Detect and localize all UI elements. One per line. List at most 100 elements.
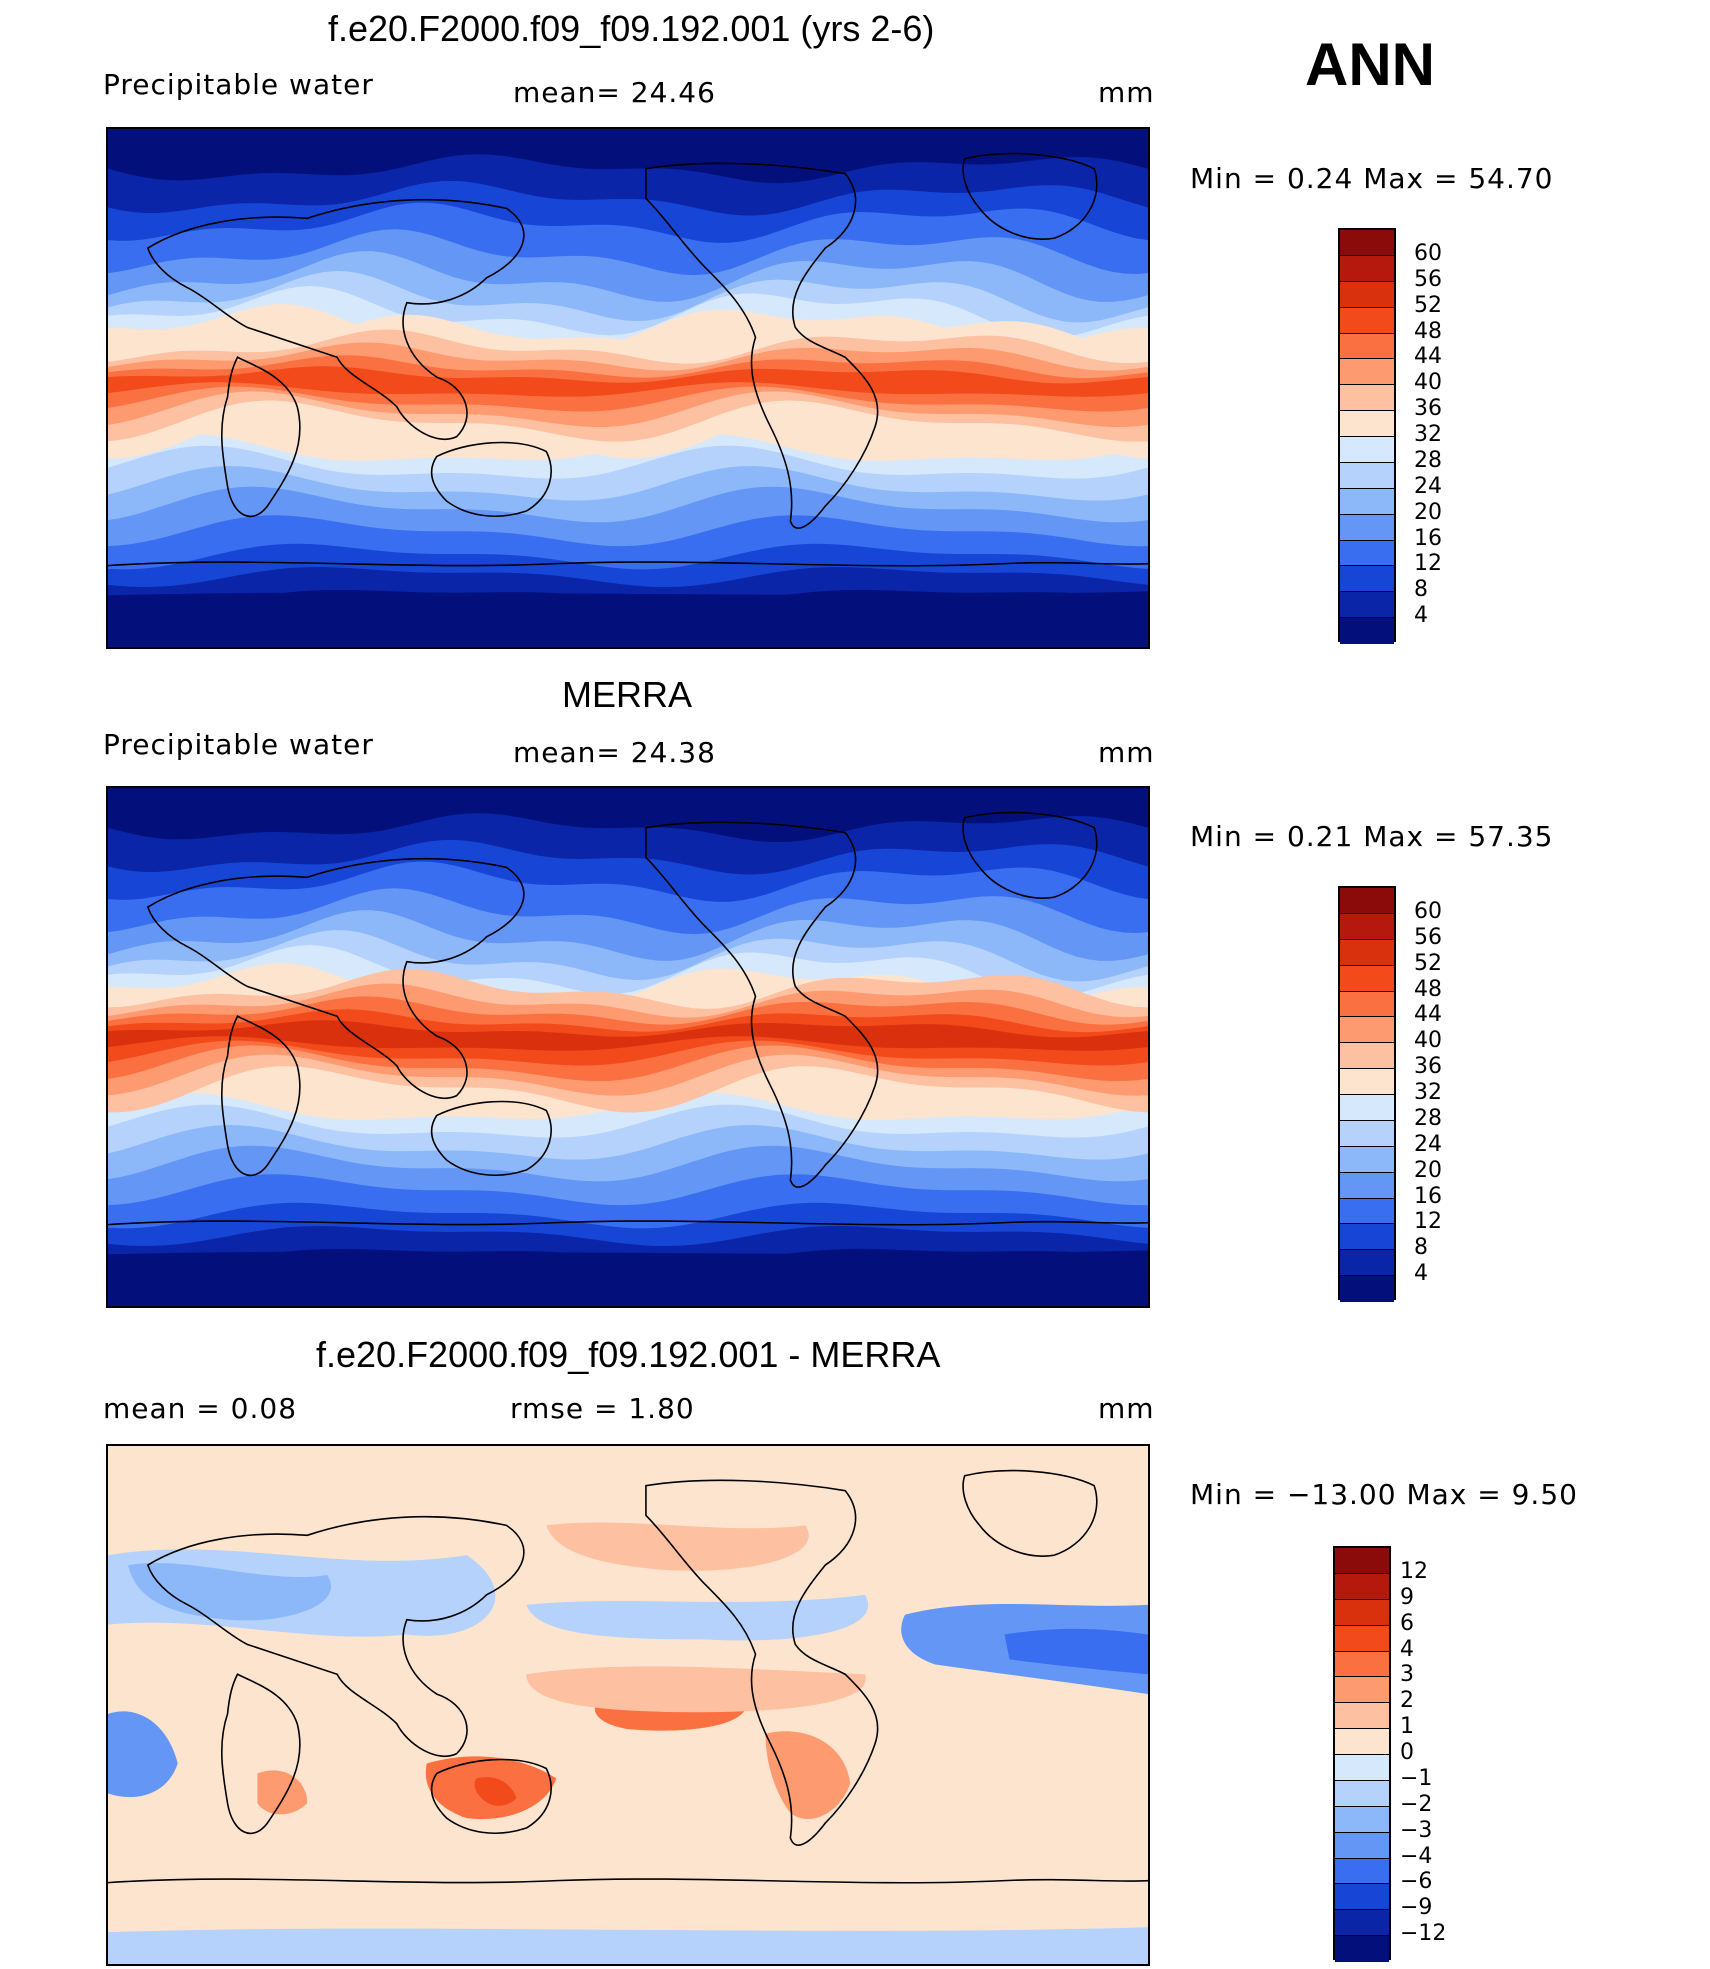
colorbar-tick-label: 52	[1414, 292, 1442, 318]
panel2-map	[106, 786, 1150, 1308]
colorbar-tick-label: 16	[1414, 1183, 1442, 1209]
colorbar-swatch	[1335, 1858, 1389, 1885]
colorbar-swatch	[1340, 566, 1394, 593]
panel1-unit-label: mm	[1098, 76, 1155, 109]
colorbar-swatch	[1335, 1884, 1389, 1911]
colorbar-tick-label: 1	[1400, 1714, 1414, 1740]
panel1-map-svg	[108, 129, 1148, 647]
colorbar-tick-label: 0	[1400, 1740, 1414, 1765]
colorbar-swatch	[1340, 514, 1394, 541]
panel3-title: f.e20.F2000.f09_f09.192.001 - MERRA	[316, 1334, 941, 1375]
season-label: ANN	[1305, 31, 1435, 98]
colorbar-swatch	[1340, 913, 1394, 940]
colorbar-tick-label: 8	[1414, 1235, 1428, 1261]
coastline	[146, 198, 525, 440]
diff-contour	[765, 1731, 851, 1820]
colorbar-swatch	[1340, 888, 1394, 914]
panel3-rmse-label: rmse = 1.80	[510, 1392, 695, 1425]
colorbar-tick-label: 60	[1414, 240, 1442, 266]
panel2-map-svg	[108, 788, 1148, 1306]
colorbar-swatch	[1335, 1780, 1389, 1807]
diff-contour	[1004, 1628, 1148, 1675]
panel1-map	[106, 127, 1150, 649]
colorbar-swatch	[1335, 1625, 1389, 1652]
diff-contour	[526, 1594, 869, 1641]
colorbar-tick-label: 44	[1414, 344, 1442, 370]
colorbar-tick-label: 9	[1400, 1584, 1414, 1610]
colorbar-swatch	[1340, 1069, 1394, 1095]
coastline	[146, 1515, 525, 1757]
colorbar-tick-label: 12	[1414, 1209, 1442, 1235]
colorbar-swatch	[1340, 230, 1394, 256]
colorbar-swatch	[1335, 1910, 1389, 1937]
colorbar-swatch	[1335, 1729, 1389, 1755]
panel3-mean-label: mean = 0.08	[103, 1392, 298, 1425]
colorbar-tick-label: 56	[1414, 924, 1442, 950]
panel3-minmax: Min = −13.00 Max = 9.50	[1190, 1478, 1578, 1511]
colorbar-swatch	[1340, 307, 1394, 334]
colorbar-swatch	[1340, 1224, 1394, 1251]
panel1-mean-label: mean= 24.46	[513, 76, 716, 109]
colorbar-swatch	[1335, 1573, 1389, 1600]
colorbar-swatch	[1335, 1755, 1389, 1781]
coastline	[221, 356, 301, 518]
coastline	[430, 1100, 552, 1176]
colorbar-swatch	[1340, 991, 1394, 1018]
colorbar-swatch	[1335, 1548, 1389, 1574]
colorbar-swatch	[1340, 1172, 1394, 1199]
panel2-title: MERRA	[562, 674, 693, 715]
colorbar-swatch	[1340, 1043, 1394, 1070]
colorbar-tick-label: 36	[1414, 396, 1442, 422]
panel2-minmax: Min = 0.21 Max = 57.35	[1190, 820, 1554, 853]
diff-contour	[108, 1927, 1148, 1964]
diff-contour	[526, 1666, 866, 1713]
panel2-colorbar-labels: 60 56 52 48 44 40 36 32 28 24 20 16 12 8 4	[1414, 886, 1474, 1300]
colorbar-swatch	[1340, 462, 1394, 489]
colorbar-tick-label: 48	[1414, 976, 1442, 1002]
colorbar-swatch	[1340, 411, 1394, 437]
colorbar-tick-label: 28	[1414, 1105, 1442, 1131]
colorbar-swatch	[1335, 1806, 1389, 1833]
colorbar-tick-label: −3	[1400, 1817, 1433, 1843]
colorbar-swatch	[1340, 385, 1394, 412]
colorbar-tick-label: 20	[1414, 1157, 1442, 1183]
colorbar-swatch	[1340, 281, 1394, 308]
colorbar-swatch	[1340, 592, 1394, 619]
coastline	[108, 1220, 1148, 1226]
diff-contour	[127, 1563, 332, 1621]
colorbar-swatch	[1335, 1703, 1389, 1730]
coastline	[146, 857, 525, 1099]
colorbar-swatch	[1340, 359, 1394, 386]
colorbar-tick-label: −4	[1400, 1843, 1433, 1869]
panel2-mean-label: mean= 24.38	[513, 736, 716, 769]
colorbar-swatch	[1335, 1832, 1389, 1859]
colorbar-tick-label: 2	[1400, 1688, 1414, 1714]
diff-contour	[108, 1711, 178, 1798]
pw-warm-band	[108, 1020, 1148, 1051]
coastline	[962, 811, 1098, 899]
coastline	[430, 441, 552, 517]
colorbar-swatch	[1340, 333, 1394, 360]
colorbar-tick-label: 6	[1400, 1610, 1414, 1636]
colorbar-swatch	[1340, 1120, 1394, 1147]
pw-warm-band	[108, 366, 1148, 397]
colorbar-tick-label: 52	[1414, 950, 1442, 976]
colorbar-swatch	[1340, 1095, 1394, 1121]
colorbar-swatch	[1340, 1146, 1394, 1173]
panel3-colorbar-labels: 12 9 6 4 3 2 1 0 −1 −2 −3 −4 −6 −9 −12	[1400, 1546, 1470, 1960]
colorbar-tick-label: 36	[1414, 1054, 1442, 1080]
diff-contour	[546, 1522, 809, 1571]
colorbar-tick-label: 40	[1414, 370, 1442, 396]
colorbar-swatch	[1340, 1198, 1394, 1225]
colorbar-swatch	[1340, 540, 1394, 567]
colorbar-tick-label: 12	[1414, 551, 1442, 577]
colorbar-swatch	[1340, 1250, 1394, 1277]
coastline	[645, 821, 879, 1188]
colorbar-tick-label: −12	[1400, 1921, 1447, 1947]
colorbar-tick-label: −9	[1400, 1895, 1433, 1921]
panel1-title: f.e20.F2000.f09_f09.192.001 (yrs 2-6)	[328, 8, 935, 49]
diff-contour	[474, 1777, 517, 1806]
panel1-variable-label: Precipitable water	[103, 68, 374, 101]
diff-contour	[257, 1770, 308, 1815]
colorbar-tick-label: 8	[1414, 577, 1428, 603]
